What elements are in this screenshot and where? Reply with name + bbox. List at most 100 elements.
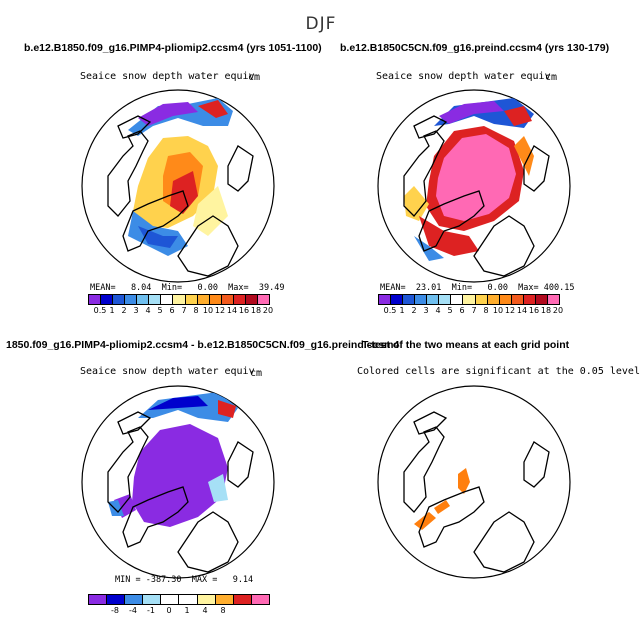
colorbar-tick-label: 20 <box>552 306 564 315</box>
panel-1-subtitle: Seaice snow depth water equiv <box>80 71 255 82</box>
colorbar-tick-label: 0.5 <box>383 306 397 315</box>
colorbar-tick-label: 2 <box>411 306 417 315</box>
colorbar-tick-label: 12 <box>504 306 516 315</box>
significance-field <box>414 468 470 530</box>
colorbar-swatch <box>233 595 252 604</box>
colorbar-swatch <box>233 295 246 304</box>
colorbar-swatch <box>463 295 476 304</box>
colorbar-tick-label: 4 <box>145 306 151 315</box>
panel-4-title: T-test of the two means at each grid poi… <box>362 339 570 351</box>
colorbar-tick-label: 4 <box>202 606 208 615</box>
figure-title: DJF <box>305 14 337 34</box>
colorbar-swatch <box>379 295 392 304</box>
colorbar-swatch <box>125 295 138 304</box>
colorbar-swatch <box>113 295 126 304</box>
colorbar-swatch <box>487 295 500 304</box>
colorbar-tick-label: -1 <box>147 606 155 615</box>
panel-2-colorbar <box>378 294 560 305</box>
colorbar-swatch <box>427 295 440 304</box>
panel-1-title: b.e12.B1850.f09_g16.PIMP4-pliomip2.ccsm4… <box>24 42 322 54</box>
colorbar-swatch <box>251 595 269 604</box>
colorbar-tick-label: 8 <box>483 306 489 315</box>
colorbar-swatch <box>107 595 126 604</box>
colorbar-tick-label: 20 <box>262 306 274 315</box>
colorbar-tick-label: 1 <box>184 606 190 615</box>
panel-2-subtitle: Seaice snow depth water equiv <box>376 71 551 82</box>
colorbar-swatch <box>499 295 512 304</box>
panel-3-map <box>81 385 275 579</box>
continent-outlines <box>107 411 254 573</box>
colorbar-swatch <box>403 295 416 304</box>
panel-2-title: b.e12.B1850C5CN.f09_g16.preind.ccsm4 (yr… <box>340 42 610 54</box>
colorbar-tick-label: 2 <box>121 306 127 315</box>
snow-depth-field <box>404 98 534 261</box>
colorbar-tick-label: 3 <box>133 306 139 315</box>
panel-3-units: cm <box>250 368 263 379</box>
continent-outlines <box>403 115 550 277</box>
colorbar-swatch <box>523 295 536 304</box>
colorbar-tick-label: 8 <box>193 306 199 315</box>
colorbar-tick-label: 10 <box>202 306 214 315</box>
colorbar-swatch <box>197 295 210 304</box>
colorbar-tick-label: -8 <box>111 606 119 615</box>
panel-2-map <box>377 89 571 283</box>
colorbar-tick-label: 18 <box>250 306 262 315</box>
panel-1-map <box>81 89 275 283</box>
panel-2-stats: MEAN= 23.01 Min= 0.00 Max= 400.15 <box>380 283 575 293</box>
colorbar-tick-label: 7 <box>181 306 187 315</box>
colorbar-swatch <box>137 295 150 304</box>
snow-depth-difference-field <box>108 392 238 527</box>
colorbar-swatch <box>547 295 559 304</box>
panel-3-title: 1850.f09_g16.PIMP4-pliomip2.ccsm4 - b.e1… <box>6 339 400 351</box>
colorbar-swatch <box>161 595 180 604</box>
continent-outlines <box>107 115 254 277</box>
panel-4-map <box>377 385 571 579</box>
colorbar-tick-label: 14 <box>516 306 528 315</box>
colorbar-swatch <box>535 295 548 304</box>
panel-2-colorbar-ticks: 0.5 1 2 3 4 5 6 7 8 10 12 14 16 18 20 <box>378 306 563 316</box>
map-boundary-circle <box>377 385 571 579</box>
colorbar-tick-label: 14 <box>226 306 238 315</box>
colorbar-swatch <box>245 295 258 304</box>
colorbar-swatch <box>173 295 186 304</box>
colorbar-tick-label: 5 <box>447 306 453 315</box>
panel-2-units: cm <box>545 72 558 83</box>
colorbar-tick-label: 1 <box>399 306 405 315</box>
colorbar-swatch <box>101 295 114 304</box>
panel-3-stats: MIN = -387.30 MAX = 9.14 <box>115 575 254 585</box>
colorbar-tick-label: 12 <box>214 306 226 315</box>
colorbar-tick-label: -4 <box>129 606 137 615</box>
panel-3-colorbar-ticks: -8 -4 -1 0 1 4 8 <box>88 606 268 616</box>
colorbar-tick-label: 7 <box>471 306 477 315</box>
panel-1-colorbar-ticks: 0.5 1 2 3 4 5 6 7 8 10 12 14 16 18 20 <box>88 306 273 316</box>
colorbar-swatch <box>475 295 488 304</box>
colorbar-tick-label: 0 <box>166 606 172 615</box>
panel-1-units: cm <box>248 72 261 83</box>
colorbar-swatch <box>215 595 234 604</box>
colorbar-swatch <box>221 295 234 304</box>
colorbar-tick-label: 0.5 <box>93 306 107 315</box>
colorbar-swatch <box>257 295 269 304</box>
colorbar-tick-label: 1 <box>109 306 115 315</box>
colorbar-tick-label: 6 <box>169 306 175 315</box>
colorbar-swatch <box>89 295 102 304</box>
colorbar-swatch <box>143 595 162 604</box>
colorbar-tick-label: 8 <box>220 606 226 615</box>
colorbar-tick-label: 5 <box>157 306 163 315</box>
colorbar-tick-label: 3 <box>423 306 429 315</box>
colorbar-tick-label: 18 <box>540 306 552 315</box>
colorbar-swatch <box>439 295 452 304</box>
colorbar-tick-label: 6 <box>459 306 465 315</box>
colorbar-swatch <box>179 595 198 604</box>
continent-outlines <box>403 411 550 573</box>
colorbar-tick-label: 16 <box>238 306 250 315</box>
panel-1-stats: MEAN= 8.04 Min= 0.00 Max= 39.49 <box>90 283 285 293</box>
colorbar-swatch <box>511 295 524 304</box>
colorbar-swatch <box>197 595 216 604</box>
colorbar-swatch <box>89 595 108 604</box>
colorbar-swatch <box>209 295 222 304</box>
panel-1-colorbar <box>88 294 270 305</box>
colorbar-tick-label: 4 <box>435 306 441 315</box>
colorbar-swatch <box>451 295 464 304</box>
panel-4-subtitle: Colored cells are significant at the 0.0… <box>357 366 640 377</box>
